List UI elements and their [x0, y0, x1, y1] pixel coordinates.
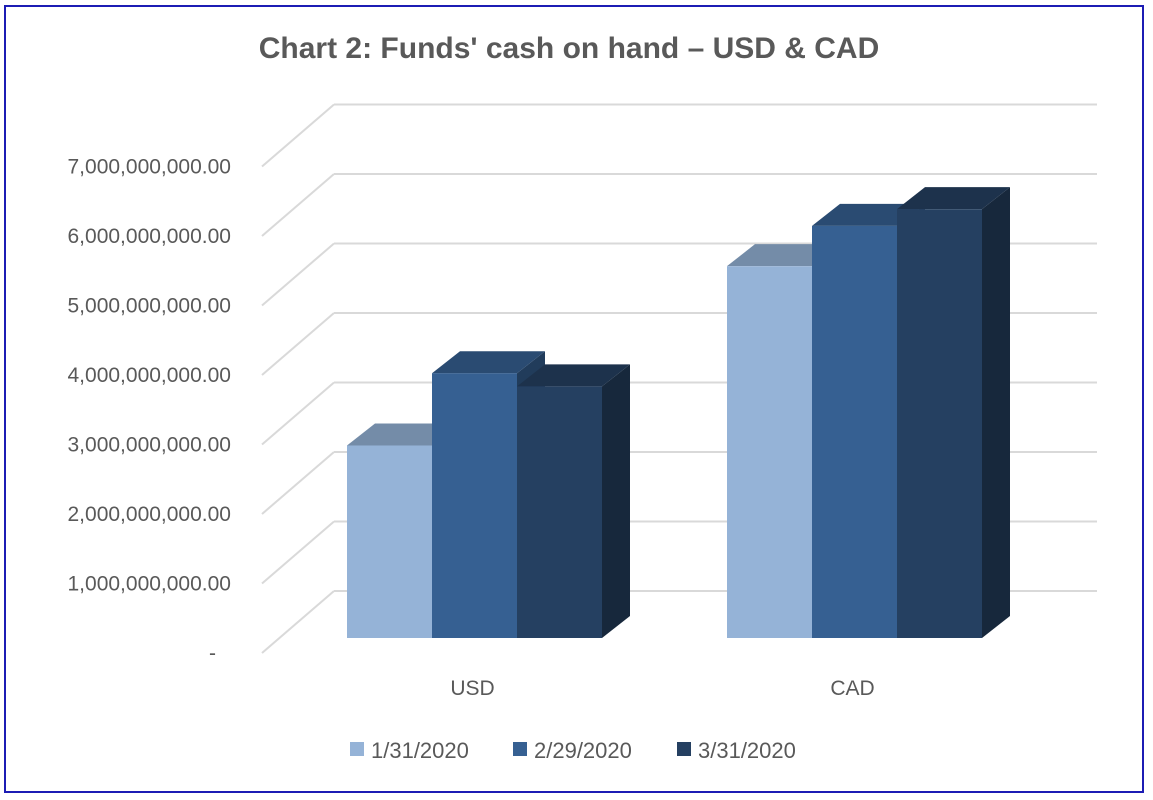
- legend-label-1: 2/29/2020: [534, 738, 632, 763]
- legend-label-0: 1/31/2020: [371, 738, 469, 763]
- bar-usd-2: [517, 364, 630, 638]
- bar-cad-2: [897, 187, 1010, 638]
- legend: 1/31/2020 2/29/2020 3/31/2020: [350, 738, 796, 763]
- bar-top: [432, 351, 545, 374]
- gridline-diagonal-2: [261, 451, 335, 515]
- gridline-diagonal-6: [261, 173, 335, 237]
- bar-top: [897, 187, 1010, 210]
- bar-side: [602, 364, 630, 638]
- gridline-diagonal-5: [261, 242, 335, 307]
- bar-front: [812, 225, 897, 639]
- bar-front: [727, 266, 812, 638]
- bar-front: [897, 209, 982, 638]
- y-tick-label-6: 6,000,000,000.00: [68, 225, 232, 248]
- bar-top: [812, 203, 925, 226]
- bar-side: [982, 187, 1010, 638]
- bar-front: [347, 445, 432, 638]
- legend-swatch-1: [513, 742, 527, 756]
- y-tick-label-4: 4,000,000,000.00: [68, 364, 232, 387]
- y-tick-label-2: 2,000,000,000.00: [68, 503, 232, 526]
- legend-label-2: 3/31/2020: [698, 738, 796, 763]
- x-tick-label-cad: CAD: [830, 677, 874, 700]
- x-axis-ticks: USD CAD: [450, 677, 874, 700]
- bar-top: [517, 364, 630, 387]
- y-tick-label-1: 1,000,000,000.00: [68, 573, 232, 596]
- gridline-diagonal-1: [261, 520, 335, 585]
- y-tick-label-7: 7,000,000,000.00: [68, 156, 232, 179]
- bar-top: [727, 244, 840, 267]
- bar-front: [432, 373, 517, 638]
- chart-title: Chart 2: Funds' cash on hand – USD & CAD: [259, 32, 880, 65]
- gridline-diagonal-7: [261, 103, 335, 168]
- y-tick-label-3: 3,000,000,000.00: [68, 434, 232, 457]
- gridline-diagonal-0: [261, 590, 335, 654]
- gridline-diagonal-4: [261, 312, 335, 376]
- legend-swatch-0: [350, 742, 364, 756]
- x-tick-label-usd: USD: [450, 677, 494, 700]
- y-tick-label-0: -: [209, 642, 216, 665]
- y-axis-ticks: - 1,000,000,000.00 2,000,000,000.00 3,000,0…: [68, 156, 232, 666]
- gridline-diagonal-3: [261, 381, 335, 446]
- y-tick-label-5: 5,000,000,000.00: [68, 295, 232, 318]
- bar-front: [517, 386, 602, 638]
- bars: [347, 187, 1010, 639]
- legend-swatch-2: [677, 742, 691, 756]
- bar-top: [347, 423, 460, 446]
